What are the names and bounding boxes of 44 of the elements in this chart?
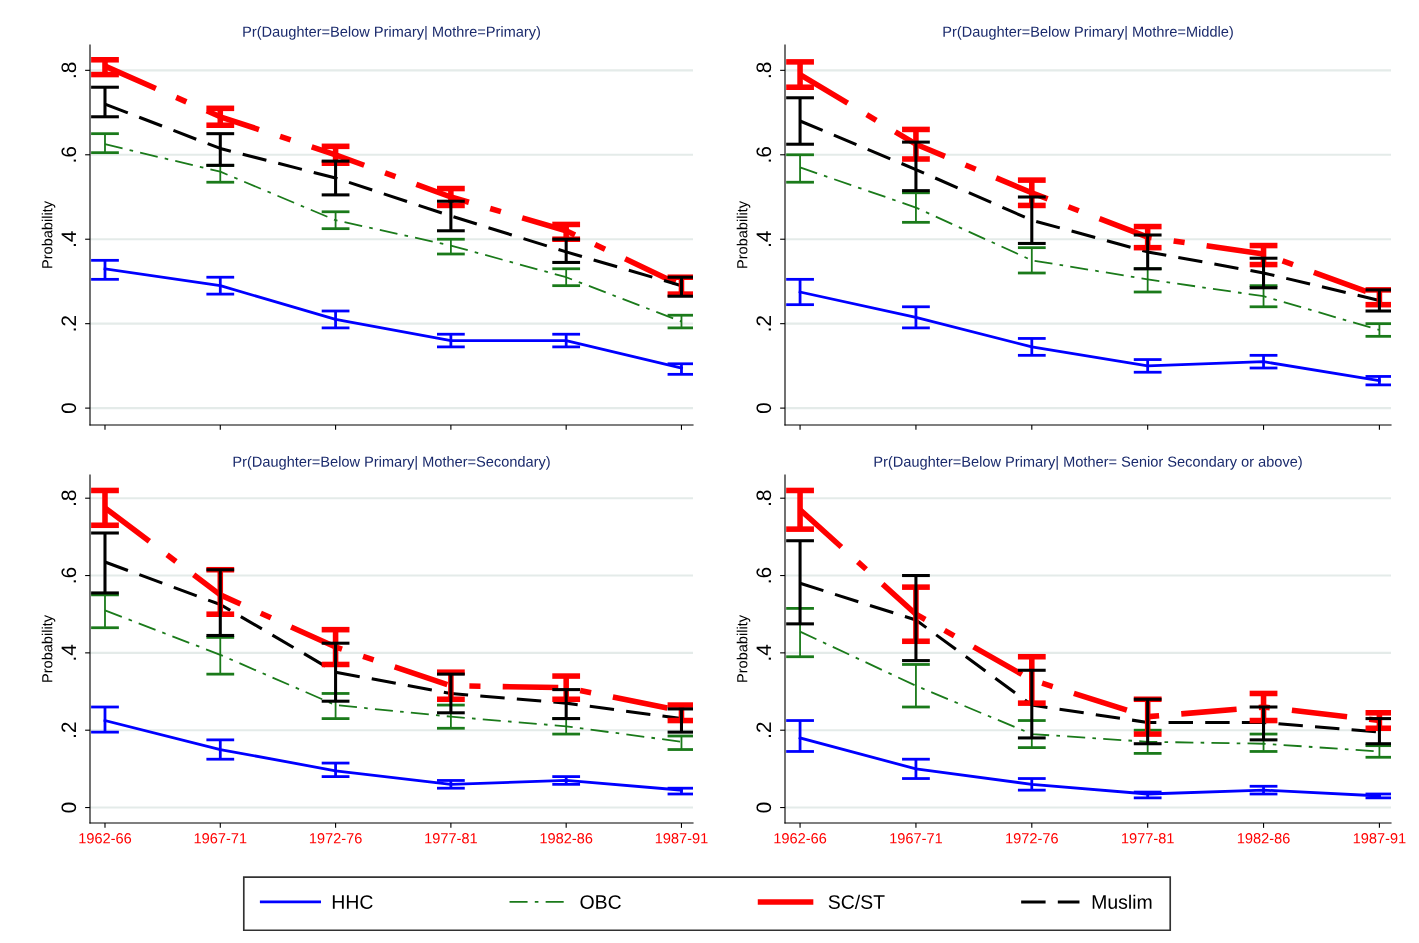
x-tick-label: 1972-76	[1006, 833, 1058, 844]
chart-title: Pr(Daughter=Below Primary| Mothre=Primary)	[243, 26, 540, 40]
y-axis-title: Probability	[41, 614, 56, 682]
x-tick-label: 1982-86	[540, 833, 593, 844]
x-tick-label: 1987-91	[1353, 833, 1406, 844]
y-tick-label: .4	[756, 231, 771, 247]
y-tick-label: 0	[756, 403, 772, 414]
legend-label: HHC	[332, 895, 373, 909]
x-tick-label: 1982-86	[1237, 833, 1290, 844]
y-tick-label: .2	[756, 316, 771, 331]
y-tick-label: .2	[756, 722, 771, 737]
legend-label: Muslim	[1092, 894, 1152, 909]
chart-title: Pr(Daughter=Below Primary| Mother= Senior Secondary or above)	[874, 456, 1302, 470]
y-tick-label: .8	[756, 490, 772, 505]
x-tick-label: 1967-71	[194, 833, 247, 844]
x-tick-label: 1967-71	[890, 833, 942, 844]
legend-label: OBC	[580, 895, 621, 909]
y-axis-title: Probability	[41, 200, 56, 268]
y-axis-title: Probability	[736, 614, 751, 682]
y-tick-label: 0	[61, 403, 77, 414]
y-tick-label: 0	[756, 802, 772, 813]
y-tick-label: .6	[756, 567, 772, 583]
x-tick-label: 1962-66	[774, 833, 827, 844]
y-tick-label: .4	[61, 231, 76, 247]
y-tick-label: .8	[61, 490, 77, 505]
y-tick-label: .6	[61, 567, 77, 583]
y-tick-label: .2	[61, 316, 76, 331]
y-tick-label: .4	[61, 644, 76, 660]
chart-title: Pr(Daughter=Below Primary| Mothre=Middle)	[943, 26, 1233, 40]
x-tick-label: 1977-81	[1122, 833, 1174, 844]
x-tick-label: 1972-76	[309, 833, 362, 844]
chart-title: Pr(Daughter=Below Primary| Mother=Secondary)	[233, 456, 550, 470]
y-tick-label: 0	[61, 802, 77, 813]
y-tick-label: .8	[756, 62, 772, 78]
y-tick-label: .6	[756, 147, 772, 162]
y-tick-label: .6	[61, 147, 77, 162]
legend-label: SC/ST	[828, 894, 885, 909]
y-axis-title: Probability	[736, 200, 751, 268]
y-tick-label: .2	[61, 722, 76, 737]
y-tick-label: .4	[756, 644, 771, 660]
x-tick-label: 1962-66	[79, 833, 132, 844]
x-tick-label: 1977-81	[425, 833, 477, 844]
x-tick-label: 1987-91	[655, 833, 708, 844]
y-tick-label: .8	[61, 62, 77, 78]
